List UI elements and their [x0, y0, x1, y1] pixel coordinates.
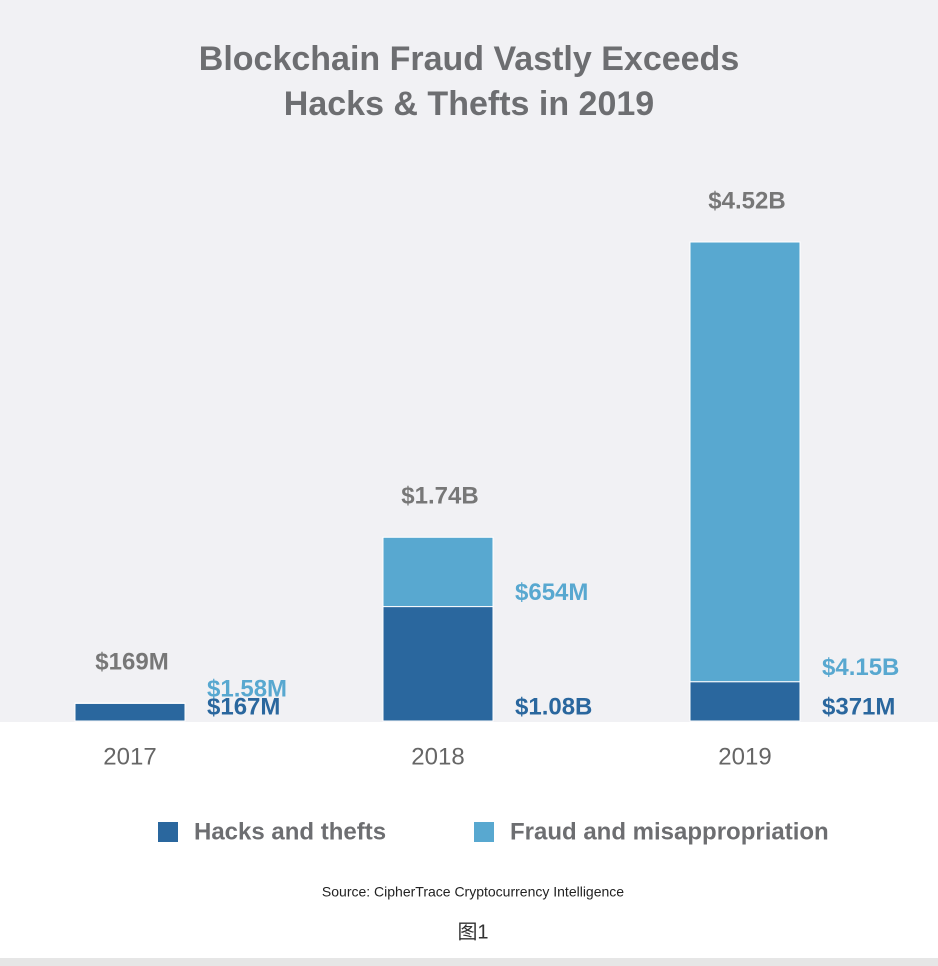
value-label: $4.15B: [822, 654, 899, 681]
x-tick-label: 2018: [411, 743, 464, 770]
x-tick-label: 2019: [718, 743, 771, 770]
bar-segment: [382, 536, 494, 608]
caption: 图1: [457, 921, 488, 943]
total-label: $1.74B: [401, 483, 478, 510]
bar-segment: [382, 606, 494, 722]
chart-title: Blockchain Fraud Vastly Exceeds: [199, 40, 739, 78]
bar-segment: [689, 241, 801, 683]
chart-title: Hacks & Thefts in 2019: [284, 85, 654, 123]
bar-segment: [689, 681, 801, 722]
legend-label: Hacks and thefts: [194, 818, 386, 845]
source: Source: CipherTrace Cryptocurrency Intel…: [322, 884, 624, 900]
bottom-strip: [0, 958, 938, 966]
legend-label: Fraud and misappropriation: [510, 818, 829, 845]
value-label: $371M: [822, 693, 895, 720]
x-tick-label: 2017: [103, 743, 156, 770]
value-label: $654M: [515, 579, 588, 606]
bar-segment: [74, 702, 186, 722]
total-label: $169M: [95, 648, 168, 675]
value-label: $1.58M: [207, 676, 287, 703]
legend-swatch: [474, 822, 494, 842]
value-label: $167M: [207, 693, 280, 720]
legend-swatch: [158, 822, 178, 842]
total-label: $4.52B: [708, 187, 785, 214]
value-label: $1.08B: [515, 693, 592, 720]
